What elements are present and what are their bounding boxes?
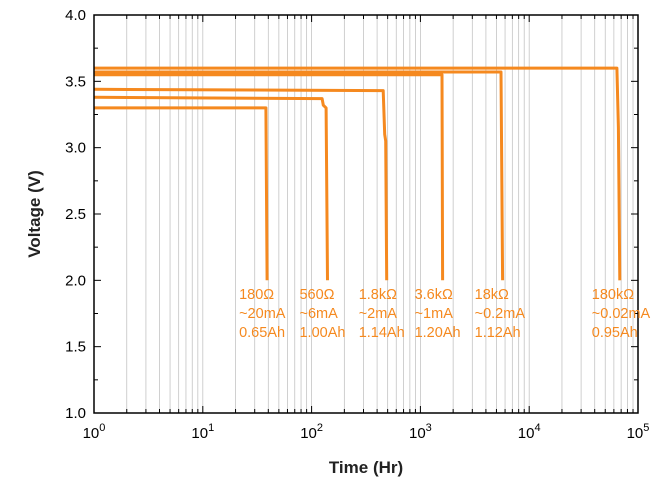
series-annotation: 1.20Ah [415, 325, 461, 341]
y-tick-label: 3.5 [65, 73, 86, 90]
series-line [93, 87, 389, 281]
y-tick-label: 2.0 [65, 272, 86, 289]
y-tick-label: 2.5 [65, 206, 86, 223]
series-annotation: 560Ω [299, 287, 334, 303]
series-annotation: 180Ω [239, 287, 274, 303]
series-lines [93, 66, 622, 281]
x-tick-exponent: 3 [426, 422, 432, 434]
y-tick-label: 4.0 [65, 7, 86, 24]
x-axis-title: Time (Hr) [329, 458, 403, 477]
y-tick-label: 1.5 [65, 339, 86, 356]
series-annotation: ~0.2mA [475, 306, 526, 322]
grid [126, 15, 634, 413]
series-annotation: ~0.02mA [592, 306, 651, 322]
x-tick-exponent: 1 [208, 422, 214, 434]
series-annotation: 0.65Ah [239, 325, 285, 341]
series-annotation: 180kΩ [592, 287, 634, 303]
y-axis-title: Voltage (V) [25, 170, 44, 258]
series-annotation: ~1mA [415, 306, 454, 322]
series-annotation: ~2mA [359, 306, 398, 322]
series-annotations: 180Ω ~20mA 0.65Ah 560Ω ~6mA 1.00Ah 1.8kΩ ~2mA 1.… [239, 287, 650, 341]
series-annotation: 1.14Ah [359, 325, 405, 341]
series-line [94, 73, 445, 281]
x-tick-exponent: 0 [99, 422, 105, 434]
series-line [94, 106, 269, 281]
y-tick-label: 1.0 [65, 405, 86, 422]
axis-ticks [93, 14, 638, 414]
x-tick-exponent: 5 [643, 422, 649, 434]
series-annotation: ~20mA [239, 306, 286, 322]
series-annotation: ~6mA [299, 306, 338, 322]
series-line [94, 70, 505, 281]
x-tick-exponent: 2 [317, 422, 323, 434]
y-tick-label: 3.0 [65, 140, 86, 157]
x-tick-exponent: 4 [534, 422, 540, 434]
series-annotation: 1.12Ah [475, 325, 521, 341]
series-annotation: 3.6kΩ [415, 287, 453, 303]
series-line [93, 95, 329, 281]
series-annotation: 1.8kΩ [359, 287, 397, 303]
series-annotation: 0.95Ah [592, 325, 638, 341]
series-annotation: 1.00Ah [299, 325, 345, 341]
series-annotation: 18kΩ [475, 287, 509, 303]
series-line [94, 66, 622, 281]
